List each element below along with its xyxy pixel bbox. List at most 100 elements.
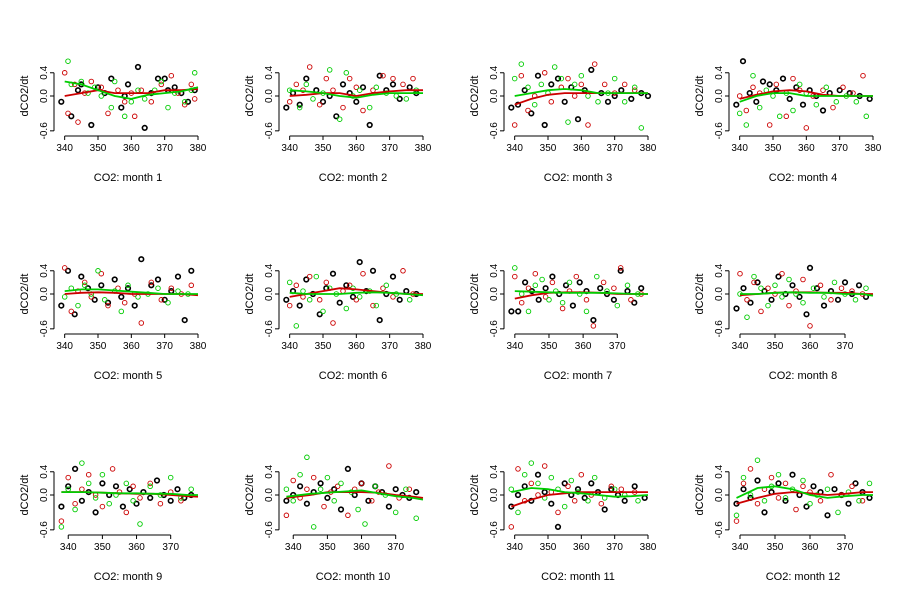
data-point-green [343,305,350,312]
data-point-black [92,509,99,516]
data-point-green [324,474,331,481]
smooth-line-green [289,291,424,297]
data-point-red [400,268,406,274]
data-point-green [518,61,525,67]
data-point-green [135,87,141,93]
data-point-green [779,294,785,300]
data-point-red [105,110,111,117]
data-point-black [824,512,831,519]
data-point-black [739,58,747,65]
data-point-black [124,81,132,88]
smooth-line-green [736,485,873,499]
data-point-red [601,81,608,88]
y-tick-label: -0.6 [39,320,50,338]
data-point-green [313,273,320,280]
data-point-red [158,297,165,303]
data-point-green [525,84,531,91]
data-point-green [373,84,380,91]
data-point-black [733,305,740,312]
data-point-green [101,297,108,303]
data-point-red [346,75,353,82]
data-point-green [310,524,317,530]
data-point-red [72,500,78,507]
data-point-green [765,302,771,309]
x-tick-label: 340 [506,341,523,352]
data-point-black [841,279,849,286]
data-point-red [772,291,778,297]
data-point-red [508,524,515,530]
data-point-red [85,471,92,478]
data-point-green [539,276,545,283]
data-point-green [79,460,85,466]
data-point-red [369,498,375,504]
data-point-black [403,288,410,295]
x-tick-label: 380 [415,143,432,154]
data-point-green [403,486,409,492]
x-axis-label: CO2: month 10 [316,571,391,583]
panel-7: 340 350 360 370 -0.6 0.0 0.4 dCO2/dt CO2: month … [469,263,648,382]
data-point-black [369,267,377,274]
x-tick-label: 350 [767,341,784,352]
data-point-red [800,276,806,283]
data-point-black [588,480,595,487]
data-point-black [171,84,178,91]
data-point-green [635,498,641,504]
data-point-black [353,98,360,105]
data-point-black [339,81,347,88]
data-point-red [740,480,747,487]
data-point-red [346,282,353,289]
data-point-black [508,308,515,315]
data-point-black [521,279,529,286]
data-point-black [112,483,120,490]
data-point-black [766,81,773,88]
data-point-red [370,302,376,309]
x-axis-label: CO2: month 3 [544,172,612,184]
data-point-green [585,93,591,99]
data-point-black [71,311,78,318]
data-point-green [343,70,350,76]
data-point-green [121,113,128,120]
data-point-green [81,282,88,289]
data-point-green [853,99,860,105]
data-point-green [568,477,575,484]
y-tick-label: 0.0 [264,488,275,502]
x-tick-label: 360 [573,143,590,154]
data-point-green [106,500,112,507]
data-point-red [290,477,296,484]
data-point-green [521,471,528,478]
data-point-red [747,466,754,472]
data-point-red [400,81,406,88]
data-point-green [167,474,174,481]
data-point-red [306,64,313,70]
y-tick-label: 0.0 [714,287,725,301]
data-point-green [559,299,566,306]
data-point-green [310,96,316,102]
data-point-green [356,294,363,300]
x-tick-label: 340 [731,143,748,154]
data-point-red [859,498,866,504]
x-tick-label: 350 [315,143,332,154]
panel-8: 340 350 360 370 -0.6 0.0 0.4 dCO2/dt CO2: month … [694,263,874,382]
data-point-black [119,503,126,510]
y-tick-label: -0.6 [264,320,275,338]
y-tick-label: 0.4 [714,263,725,277]
data-point-black [356,259,363,266]
data-point-black [541,121,548,129]
data-point-green [823,84,830,91]
y-tick-label: -0.6 [714,521,725,539]
data-point-black [759,78,767,85]
data-point-red [573,273,580,280]
data-point-black [98,282,105,289]
x-tick-label: 340 [281,341,298,352]
data-point-green [320,308,326,315]
data-point-black [392,486,399,493]
data-point-green [621,99,628,105]
data-point-green [283,486,290,492]
data-point-green [551,64,558,70]
data-point-red [316,101,323,108]
data-point-red [61,265,68,271]
data-point-red [334,483,341,490]
x-tick-label: 340 [281,143,298,154]
data-point-red [621,81,628,88]
data-point-black [71,465,79,473]
